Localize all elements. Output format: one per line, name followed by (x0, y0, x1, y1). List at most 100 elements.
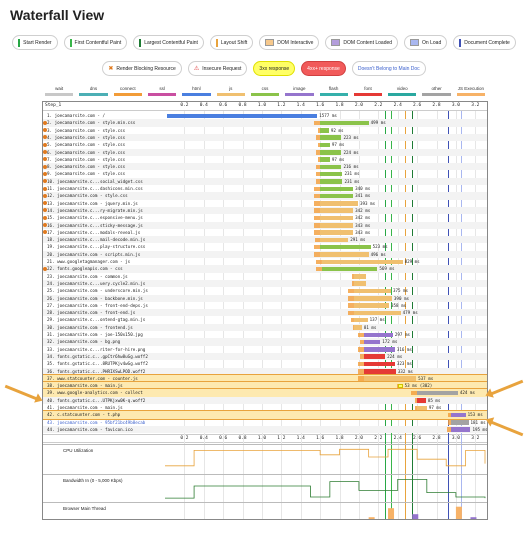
request-row[interactable]: 31. joecamarsite.com - joe-150x150.jpg 29… (43, 331, 487, 338)
request-row[interactable]: 11. joecamarsite.c...dashicons.min.css 34… (43, 185, 487, 192)
request-row[interactable]: 28. joecamarsite.com - front-end.js 479 m… (43, 309, 487, 317)
request-row[interactable]: 41. joecamarsite.com - main.js 97 ms (43, 404, 487, 411)
request-label[interactable]: 29. joecamarsite.c...ontend-gtag.min.js (47, 317, 146, 323)
request-label[interactable]: 37. www.statcounter.com - counter.js (47, 375, 138, 381)
request-row[interactable]: 5. joecamarsite.com - style.css 97 ms (43, 141, 487, 148)
request-label[interactable]: 13. joecamarsite.com - jquery.min.js (47, 200, 138, 206)
request-label[interactable]: 3. joecamarsite.com - style.css (47, 127, 126, 133)
request-row[interactable]: 20. joecamarsite.com - scripts.min.js 496… (43, 250, 487, 258)
request-row[interactable]: 40. fonts.gstatic.c...UTPKjxw0K-q.woff2 8… (43, 396, 487, 404)
request-row[interactable]: 17. joecamarsite.c...modals-reveal.js 343… (43, 229, 487, 236)
request-label[interactable]: 2. joecamarsite.com - style.min.css (47, 120, 136, 126)
request-label[interactable]: 30. joecamarsite.com - frontend.js (47, 324, 133, 330)
request-row[interactable]: 18. joecamarsite.c...mail-decode.min.js 2… (43, 236, 487, 244)
request-label[interactable]: 28. joecamarsite.com - front-end.js (47, 310, 136, 316)
request-row[interactable]: 19. joecamarsite.c...play-structure.css 5… (43, 243, 487, 250)
request-row[interactable]: 26. joecamarsite.com - backbone.min.js 39… (43, 294, 487, 302)
request-label[interactable]: 33. joecamarsite.c...riter-for-hire.png (47, 346, 146, 352)
request-row[interactable]: 27. joecamarsite.com - front-end-deps.js… (43, 302, 487, 309)
request-label[interactable]: 21. www.googletagmanager.com - js (47, 259, 131, 264)
request-row[interactable]: 29. joecamarsite.c...ontend-gtag.min.js 1… (43, 316, 487, 323)
request-label[interactable]: 1. joecamarsite.com - / (47, 113, 105, 118)
legend-chip[interactable]: DOM Content Loaded (325, 35, 399, 50)
request-legend-chip[interactable]: ✖ Render Blocking Resource (102, 61, 182, 76)
request-legend-chip[interactable]: ⚠ Insecure Request (187, 61, 248, 76)
request-row[interactable]: 10. joecamarsite.c...social_widget.css 23… (43, 177, 487, 185)
request-label[interactable]: 23. joecamarsite.com - common.js (47, 273, 128, 279)
request-legend-chip[interactable]: 4xx+ response (301, 61, 346, 76)
request-label[interactable]: 43. joecamarsite.com - 95bf21bc49b8ecab (47, 419, 146, 425)
request-row[interactable]: 42. c.statcounter.com - t.php 153 ms (43, 410, 487, 420)
request-label[interactable]: 14. joecamarsite.c...ry-migrate.min.js (47, 207, 143, 213)
request-row[interactable]: 24. joecamarsite.c...uery.cycle2.min.js (43, 279, 487, 288)
request-label[interactable]: 42. c.statcounter.com - t.php (47, 412, 121, 418)
request-label[interactable]: 25. joecamarsite.com - underscore.min.js (47, 288, 148, 294)
request-label[interactable]: 20. joecamarsite.com - scripts.min.js (47, 251, 141, 257)
request-row[interactable]: 32. joecamarsite.com - bg.png 172 ms (43, 338, 487, 346)
request-row[interactable]: 44. joecamarsite.com - favicon.ico 195 ms (43, 425, 487, 434)
request-row[interactable]: 33. joecamarsite.c...riter-for-hire.png 3… (43, 346, 487, 353)
request-row[interactable]: 34. fonts.gstatic.c...gpCtr6hw8uGg.woff2… (43, 352, 487, 361)
request-label[interactable]: 6. joecamarsite.com - style.css (47, 149, 126, 155)
request-label[interactable]: 36. fonts.gstatic.c...PHRIXSwLPOD.woff2 (47, 368, 146, 374)
request-row[interactable]: 21. www.googletagmanager.com - js 829 ms (43, 258, 487, 265)
request-label[interactable]: 22. fonts.googleapis.com - css (47, 266, 123, 272)
request-row[interactable]: 39. www.google-analytics.com - collect 42… (43, 388, 487, 398)
request-label[interactable]: 38. joecamarsite.com - main.js (47, 383, 123, 389)
request-label[interactable]: 27. joecamarsite.com - front-end-deps.js (47, 302, 148, 308)
request-label[interactable]: 32. joecamarsite.com - bg.png (47, 339, 121, 345)
request-legend-chip[interactable]: Doesn't Belong to Main Doc (351, 61, 426, 76)
request-label[interactable]: 10. joecamarsite.c...social_widget.css (47, 178, 143, 184)
request-row[interactable]: 35. fonts.gstatic.c...8RUTPKjv4wGg.woff2… (43, 360, 487, 367)
legend-chip[interactable]: Layout Shift (209, 35, 254, 50)
request-row[interactable]: 7. joecamarsite.com - style.css 97 ms (43, 156, 487, 163)
request-row[interactable]: 23. joecamarsite.com - common.js (43, 273, 487, 280)
request-label[interactable]: 41. joecamarsite.com - main.js (47, 405, 123, 410)
request-row[interactable]: 22. fonts.googleapis.com - css 569 ms (43, 265, 487, 273)
request-label[interactable]: 39. www.google-analytics.com - collect (47, 390, 143, 396)
request-row[interactable]: 16. joecamarsite.c...sticky-message.js 34… (43, 221, 487, 229)
request-label[interactable]: 31. joecamarsite.com - joe-150x150.jpg (47, 332, 143, 337)
request-label[interactable]: 17. joecamarsite.c...modals-reveal.js (47, 229, 141, 235)
request-row[interactable]: 4. joecamarsite.com - style.css 223 ms (43, 133, 487, 142)
request-label[interactable]: 15. joecamarsite.c...esponsive-menu.js (47, 215, 143, 221)
request-label[interactable]: 9. joecamarsite.com - style.css (47, 171, 126, 177)
request-label[interactable]: 34. fonts.gstatic.c...gpCtr6hw8uGg.woff2 (47, 353, 148, 359)
request-row[interactable]: 15. joecamarsite.c...esponsive-menu.js 34… (43, 214, 487, 221)
legend-chip[interactable]: DOM Interactive (259, 35, 320, 50)
request-label[interactable]: 5. joecamarsite.com - style.css (47, 142, 126, 148)
request-row[interactable]: 3. joecamarsite.com - style.css 92 ms (43, 127, 487, 134)
request-label[interactable]: 18. joecamarsite.c...mail-decode.min.js (47, 237, 146, 243)
request-label[interactable]: 26. joecamarsite.com - backbone.min.js (47, 295, 143, 301)
legend-chip[interactable]: On Load (404, 35, 448, 50)
request-row[interactable]: 43. joecamarsite.com - 95bf21bc49b8ecab 1… (43, 419, 487, 426)
request-label[interactable]: 24. joecamarsite.c...uery.cycle2.min.js (47, 280, 146, 286)
request-row[interactable]: 38. joecamarsite.com - main.js 53 ms (302… (43, 381, 487, 391)
request-row[interactable]: 6. joecamarsite.com - style.css 224 ms (43, 148, 487, 156)
request-row[interactable]: 8. joecamarsite.com - style.css 216 ms (43, 163, 487, 171)
request-label[interactable]: 8. joecamarsite.com - style.css (47, 164, 126, 170)
request-label[interactable]: 16. joecamarsite.c...sticky-message.js (47, 222, 143, 228)
request-row[interactable]: 9. joecamarsite.com - style.css 231 ms (43, 170, 487, 177)
request-label[interactable]: 4. joecamarsite.com - style.css (47, 134, 126, 140)
request-row[interactable]: 30. joecamarsite.com - frontend.js 81 ms (43, 323, 487, 331)
request-legend-chip[interactable]: 3xx response (253, 61, 296, 76)
legend-chip[interactable]: Start Render (12, 35, 58, 50)
request-label[interactable]: 12. joecamarsite.com - style.css (47, 193, 128, 199)
legend-chip[interactable]: Largest Contentful Paint (133, 35, 204, 50)
request-label[interactable]: 40. fonts.gstatic.c...UTPKjxw0K-q.woff2 (47, 397, 146, 403)
request-row[interactable]: 36. fonts.gstatic.c...PHRIXSwLPOD.woff2 3… (43, 367, 487, 375)
request-row[interactable]: 1. joecamarsite.com - / 1577 ms (43, 112, 487, 119)
request-label[interactable]: 35. fonts.gstatic.c...8RUTPKjv4wGg.woff2 (47, 361, 148, 367)
request-label[interactable]: 7. joecamarsite.com - style.css (47, 156, 126, 162)
legend-chip[interactable]: First Contentful Paint (63, 35, 128, 50)
legend-chip[interactable]: Document Complete (453, 35, 516, 50)
request-row[interactable]: 2. joecamarsite.com - style.min.css 499 m… (43, 119, 487, 127)
request-row[interactable]: 12. joecamarsite.com - style.css 341 ms (43, 192, 487, 200)
request-label[interactable]: 11. joecamarsite.c...dashicons.min.css (47, 186, 143, 191)
request-row[interactable]: 14. joecamarsite.c...ry-migrate.min.js 34… (43, 206, 487, 215)
request-row[interactable]: 25. joecamarsite.com - underscore.min.js… (43, 287, 487, 294)
request-row[interactable]: 13. joecamarsite.com - jquery.min.js 393 … (43, 200, 487, 207)
request-label[interactable]: 19. joecamarsite.c...play-structure.css (47, 244, 146, 250)
request-label[interactable]: 44. joecamarsite.com - favicon.ico (47, 426, 133, 432)
